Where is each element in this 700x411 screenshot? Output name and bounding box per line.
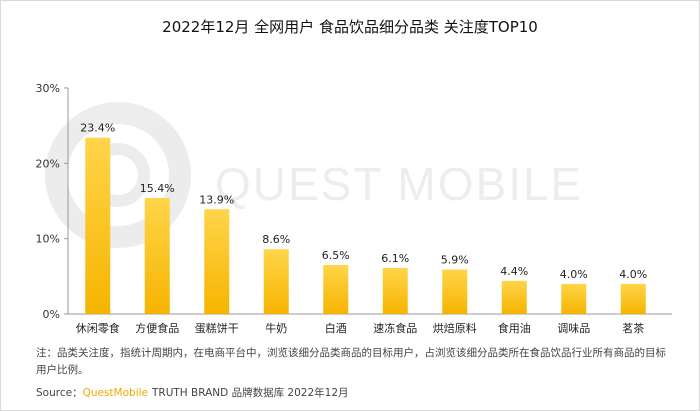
category-label: 烘焙原料 [433, 321, 477, 335]
bar [85, 137, 111, 314]
bar-value-label: 23.4% [80, 122, 115, 135]
category-label: 白酒 [325, 321, 347, 335]
category-label: 牛奶 [265, 321, 287, 335]
value-labels: 23.4% 15.4% 13.9% 8.6% 6.5% 6.1% 5.9% 4.4% 4.0% 4… [80, 122, 647, 281]
category-label: 调味品 [557, 322, 590, 335]
source-text: TRUTH BRAND 品牌数据库 2022年12月 [152, 387, 349, 399]
y-tick-label: 20% [36, 157, 60, 170]
category-label: 方便食品 [135, 321, 179, 335]
chart-title: 2022年12月 全网用户 食品饮品细分品类 关注度TOP10 [162, 18, 538, 36]
bar [144, 197, 170, 314]
bar [204, 209, 230, 314]
bar-value-label: 4.0% [560, 268, 588, 281]
category-label: 茗茶 [622, 322, 644, 335]
bar-chart: 0% 10% 20% 30% 23.4% 15.4% 13.9% 8.6% 6.5% 6.1% 5… [36, 82, 672, 335]
footnote: 注：品类关注度，指统计周期内，在电商平台中，浏览该细分品类商品的目标用户，占浏览… [36, 347, 666, 376]
bar [620, 283, 646, 314]
bar-value-label: 6.1% [381, 252, 409, 265]
bar-value-label: 8.6% [262, 233, 290, 246]
category-label: 蛋糕饼干 [195, 321, 239, 335]
bar [501, 280, 527, 314]
bar-value-label: 13.9% [199, 193, 234, 206]
bar-value-label: 4.0% [619, 268, 647, 281]
y-tick-label: 30% [36, 82, 60, 95]
category-label: 休闲零食 [76, 321, 120, 335]
category-label: 食用油 [498, 321, 531, 335]
bar-value-label: 6.5% [322, 249, 350, 262]
source-line: Source：QuestMobile TRUTH BRAND 品牌数据库 2022… [36, 385, 349, 400]
bar [382, 268, 408, 314]
source-label: Source： [36, 387, 83, 399]
category-label: 速冻食品 [373, 321, 417, 335]
bar-value-label: 5.9% [441, 254, 469, 267]
bar-value-label: 4.4% [500, 265, 528, 278]
bars [85, 137, 646, 314]
source-brand: QuestMobile [82, 387, 148, 399]
bar [561, 283, 587, 314]
bar [442, 269, 468, 314]
y-tick-label: 0% [43, 308, 60, 321]
bar [323, 265, 349, 314]
y-tick-label: 10% [36, 233, 60, 246]
bar-value-label: 15.4% [140, 182, 175, 195]
x-axis-labels: 休闲零食 方便食品 蛋糕饼干 牛奶 白酒 速冻食品 烘焙原料 食用油 调味品 茗茶 [76, 321, 645, 335]
bar [263, 249, 289, 314]
